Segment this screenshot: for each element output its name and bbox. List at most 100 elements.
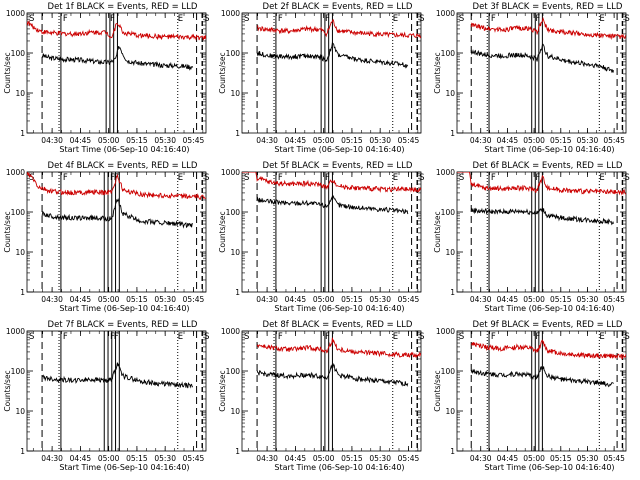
x-tick-label: 05:00 xyxy=(523,454,545,463)
y-tick-label: 10 xyxy=(15,407,25,416)
y-tick-label: 1000 xyxy=(221,9,240,18)
y-axis-label: Counts/sec xyxy=(3,211,12,252)
plot-frame xyxy=(241,12,422,134)
y-tick-label: 100 xyxy=(441,367,456,376)
series-group xyxy=(41,362,194,389)
panel-det-3: Det 3f BLACK = Events, RED = LLD 1 10 100 10… xyxy=(433,2,630,154)
panel-title: Det 8f BLACK = Events, RED = LLD xyxy=(263,320,413,330)
x-tick-label: 04:45 xyxy=(285,295,307,304)
series-line-lld xyxy=(242,172,421,193)
event-marker-label: S xyxy=(204,332,209,342)
event-marker-label: F xyxy=(278,14,283,24)
y-tick-label: 100 xyxy=(226,367,241,376)
event-marker-label: E xyxy=(178,14,183,24)
x-tick-label: 05:00 xyxy=(523,136,545,145)
y-tick-label: 100 xyxy=(11,49,26,58)
event-marker-label: F xyxy=(535,332,540,342)
y-axis-label: Counts/sec xyxy=(218,52,227,93)
y-tick-label: 1000 xyxy=(6,168,25,177)
y-tick-label: 1000 xyxy=(436,168,455,177)
x-tick-label: 05:00 xyxy=(98,295,120,304)
y-tick-label: 1000 xyxy=(436,9,455,18)
event-marker-label: S xyxy=(459,173,464,183)
event-marker-label: F xyxy=(278,173,283,183)
y-tick-label: 100 xyxy=(226,208,241,217)
plot-frame xyxy=(26,12,207,134)
panel-title: Det 1f BLACK = Events, RED = LLD xyxy=(48,2,198,12)
event-marker-label: F xyxy=(325,14,330,24)
series-line-lld xyxy=(457,172,626,196)
event-marker-label: F xyxy=(114,332,119,342)
y-tick-label: 1 xyxy=(450,129,455,138)
x-tick-label: 05:45 xyxy=(183,295,205,304)
x-axis-label: Start Time (06-Sep-10 04:16:40) xyxy=(274,463,404,472)
x-tick-label: 05:30 xyxy=(369,295,391,304)
panel-det-8: Det 8f BLACK = Events, RED = LLD 1 10 100 10… xyxy=(218,320,425,472)
event-marker-label: F xyxy=(63,332,68,342)
event-marker-label: S xyxy=(29,332,34,342)
x-tick-label: 05:00 xyxy=(523,295,545,304)
x-tick-label: 05:00 xyxy=(313,136,335,145)
y-tick-label: 1 xyxy=(20,447,25,456)
series-line-lld xyxy=(470,16,626,41)
panel-det-4: Det 4f BLACK = Events, RED = LLD 1 10 100 10… xyxy=(3,161,210,313)
x-tick-label: 05:15 xyxy=(341,295,363,304)
series-line-lld xyxy=(470,339,626,360)
x-tick-label: 04:30 xyxy=(470,136,492,145)
event-marker-label: S xyxy=(204,14,209,24)
y-tick-label: 1000 xyxy=(436,327,455,336)
event-marker-label: S xyxy=(459,14,464,24)
x-axis-label: Start Time (06-Sep-10 04:16:40) xyxy=(59,463,189,472)
x-tick-label: 04:30 xyxy=(41,136,63,145)
x-tick-label: 04:45 xyxy=(285,136,307,145)
y-tick-label: 10 xyxy=(445,407,455,416)
x-tick-label: 05:30 xyxy=(577,295,599,304)
x-tick-label: 04:45 xyxy=(70,454,92,463)
x-tick-label: 05:30 xyxy=(154,136,176,145)
event-marker-label: E xyxy=(599,332,604,342)
x-tick-label: 05:45 xyxy=(183,454,205,463)
plot-frame xyxy=(241,171,422,293)
x-tick-label: 04:30 xyxy=(256,454,278,463)
y-tick-label: 10 xyxy=(230,248,240,257)
y-tick-label: 10 xyxy=(230,89,240,98)
x-tick-label: 05:30 xyxy=(577,136,599,145)
y-tick-label: 1 xyxy=(20,129,25,138)
x-tick-label: 05:15 xyxy=(126,136,148,145)
event-marker-label: S xyxy=(244,173,249,183)
y-axis-label: Counts/sec xyxy=(433,211,442,252)
x-tick-label: 05:15 xyxy=(126,454,148,463)
x-tick-label: 04:45 xyxy=(70,136,92,145)
event-marker-label: S xyxy=(459,332,464,342)
y-tick-label: 1000 xyxy=(221,168,240,177)
event-marker-label: S xyxy=(29,14,34,24)
series-line-lld xyxy=(256,337,421,358)
x-tick-label: 05:45 xyxy=(398,295,420,304)
x-tick-label: 05:15 xyxy=(550,136,572,145)
y-tick-label: 100 xyxy=(11,208,26,217)
x-axis-label: Start Time (06-Sep-10 04:16:40) xyxy=(484,145,614,154)
y-axis-label: Counts/sec xyxy=(3,52,12,93)
panel-det-1: Det 1f BLACK = Events, RED = LLD 1 10 100 10… xyxy=(3,2,210,154)
panel-title: Det 9f BLACK = Events, RED = LLD xyxy=(473,320,623,330)
x-axis-label: Start Time (06-Sep-10 04:16:40) xyxy=(274,304,404,313)
event-marker-label: F xyxy=(325,332,330,342)
x-axis-label: Start Time (06-Sep-10 04:16:40) xyxy=(59,145,189,154)
event-marker-label: F xyxy=(63,173,68,183)
event-marker-label: S xyxy=(624,173,629,183)
y-tick-label: 100 xyxy=(11,367,26,376)
event-marker-label: F xyxy=(110,173,115,183)
y-tick-label: 1 xyxy=(450,288,455,297)
x-tick-label: 04:30 xyxy=(470,295,492,304)
x-tick-label: 05:30 xyxy=(577,454,599,463)
series-line-events xyxy=(470,43,614,74)
series-group xyxy=(470,339,626,388)
panel-det-2: Det 2f BLACK = Events, RED = LLD 1 10 100 10… xyxy=(218,2,425,154)
x-tick-label: 05:30 xyxy=(154,295,176,304)
event-marker-label: F xyxy=(325,173,330,183)
x-axis-label: Start Time (06-Sep-10 04:16:40) xyxy=(484,463,614,472)
x-axis-label: Start Time (06-Sep-10 04:16:40) xyxy=(59,304,189,313)
event-marker-label: F xyxy=(535,14,540,24)
y-tick-label: 10 xyxy=(445,89,455,98)
x-tick-label: 04:30 xyxy=(41,454,63,463)
